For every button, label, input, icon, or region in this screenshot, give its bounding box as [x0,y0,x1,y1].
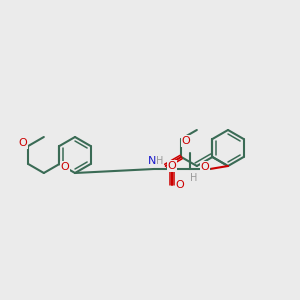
Text: O: O [19,138,27,148]
Text: H: H [156,156,164,166]
Text: O: O [60,162,69,172]
Text: N: N [148,156,156,166]
Text: O: O [176,180,184,190]
Text: O: O [201,162,209,172]
Text: H: H [190,173,198,183]
Text: O: O [167,161,176,171]
Text: O: O [182,136,190,146]
